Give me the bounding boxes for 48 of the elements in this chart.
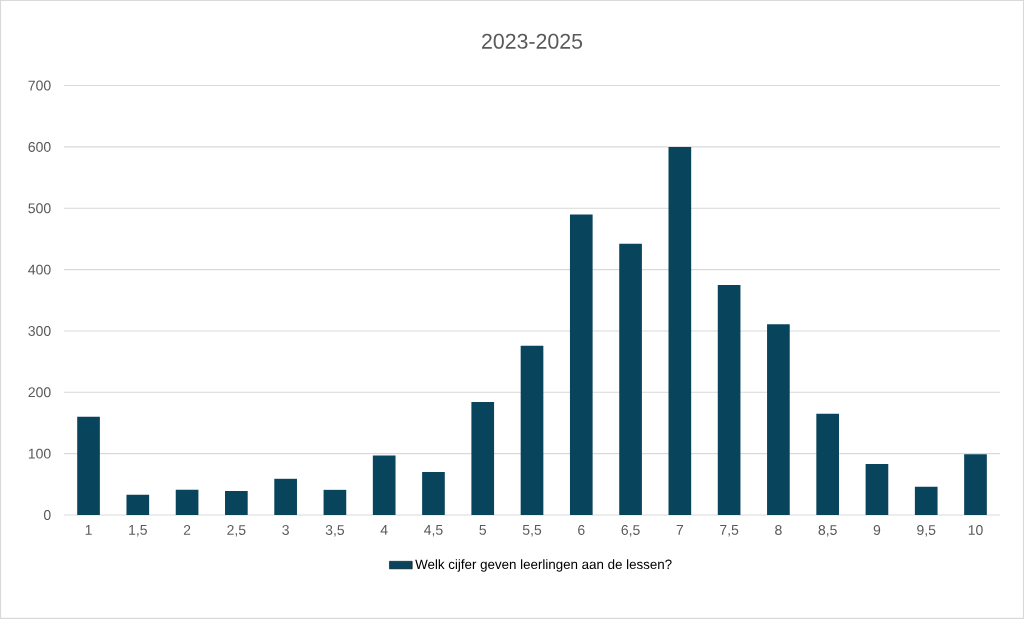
x-tick-label: 5 [479,525,487,535]
x-tick-label: 8,5 [818,525,837,537]
y-tick-label: 600 [28,142,51,152]
legend-label: Welk cijfer geven leerlingen aan de lessen? [415,559,672,572]
bar [471,402,495,516]
bar [77,416,100,516]
bar [569,214,593,516]
bar [767,324,790,516]
x-tick-label: 9,5 [917,525,936,537]
x-tick-label: 4,5 [424,525,443,537]
bar [175,489,199,516]
x-tick-label: 8 [775,525,782,536]
bar [668,146,692,516]
bar [274,478,297,516]
bar [126,494,150,516]
y-tick-label: 200 [28,387,51,398]
x-tick-label: 7 [676,525,684,535]
y-tick-label: 700 [28,80,51,91]
x-tick-label: 9 [873,525,881,536]
x-tick-label: 6,5 [621,525,640,537]
x-tick-label: 3,5 [325,525,345,537]
x-tick-label: 5,5 [522,525,542,537]
bar [422,472,445,516]
chart-title: 2023-2025 [482,33,583,49]
bar [865,464,889,516]
y-tick-label: 100 [28,448,51,459]
y-tick-label: 0 [43,510,51,521]
x-tick-label: 10 [968,525,983,536]
bar [225,491,248,516]
x-tick-label: 6 [578,525,585,536]
bar [372,455,396,516]
bar [964,454,987,516]
bar [717,284,741,516]
x-tick-label: 2,5 [227,525,246,537]
bar [619,243,642,516]
x-tick-label: 2 [183,525,191,535]
y-tick-label: 300 [28,326,51,336]
x-tick-label: 1 [85,525,92,535]
bar [914,486,938,516]
bar [816,413,839,516]
x-tick-label: 1,5 [129,525,147,537]
bar [323,489,347,516]
y-tick-label: 500 [28,203,51,214]
x-tick-label: 7,5 [720,525,739,537]
bar [520,345,544,516]
y-tick-label: 400 [28,264,51,275]
x-tick-label: 4 [380,525,388,535]
x-tick-label: 3 [282,525,289,536]
